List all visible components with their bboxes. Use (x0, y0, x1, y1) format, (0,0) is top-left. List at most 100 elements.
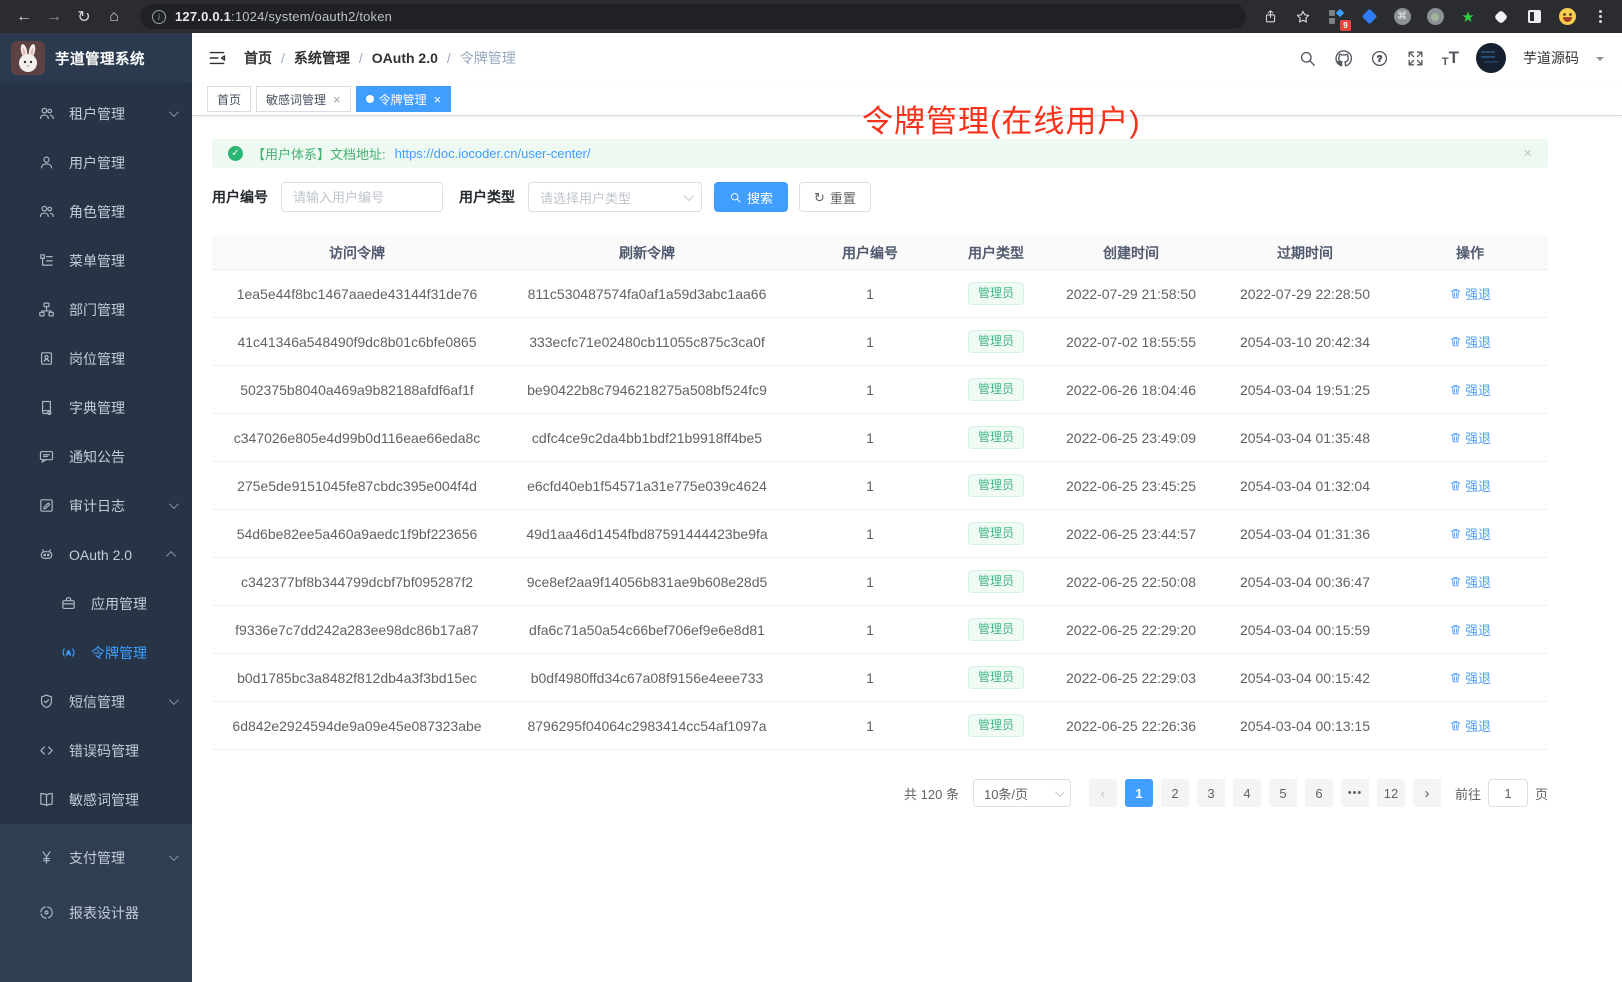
sidebar-item-report-design[interactable]: 报表设计器 (0, 885, 192, 940)
page-button-1[interactable]: 1 (1124, 779, 1153, 807)
force-logout-label: 强退 (1464, 623, 1491, 638)
close-icon[interactable]: × (333, 91, 341, 107)
page-button-2[interactable]: 2 (1160, 779, 1189, 807)
user-type-select[interactable]: 请选择用户类型 (528, 182, 702, 212)
sidebar-item-user[interactable]: 用户管理 (0, 138, 192, 187)
force-logout-link[interactable]: 强退 (1449, 332, 1491, 351)
sidebar-item-tenant[interactable]: 租户管理 (0, 89, 192, 138)
sidebar-item-error-code[interactable]: 错误码管理 (0, 726, 192, 775)
back-icon[interactable]: ← (16, 7, 32, 25)
search-icon[interactable] (1298, 49, 1317, 68)
tab-token[interactable]: 令牌管理 × (355, 86, 452, 112)
extensions-icon[interactable]: 9 (1326, 7, 1351, 31)
cell-access-token: 1ea5e44f8bc1467aaede43144f31de76 (236, 285, 478, 302)
home-icon[interactable]: ⌂ (109, 7, 119, 25)
page-size-select[interactable]: 10条/页 (972, 779, 1071, 807)
sidebar-item-menu[interactable]: 菜单管理 (0, 236, 192, 285)
breadcrumb-item[interactable]: OAuth 2.0 (371, 50, 438, 66)
help-icon[interactable] (1370, 49, 1389, 68)
github-icon[interactable] (1334, 49, 1353, 68)
reload-icon[interactable]: ↻ (77, 8, 91, 26)
search-button[interactable]: 搜索 (714, 182, 789, 212)
address-bar[interactable]: i 127.0.0.1:1024/system/oauth2/token (140, 4, 1246, 29)
trash-icon (1449, 527, 1462, 540)
record-extension-icon[interactable] (1425, 7, 1445, 27)
chevron-down-icon[interactable] (1596, 57, 1604, 65)
trash-icon (1449, 575, 1462, 588)
table-row: 54d6be82ee5a460a9aedc1f9bf223656 49d1aa46… (212, 510, 1548, 558)
sidebar-item-label: 支付管理 (69, 849, 125, 866)
sidebar-item-dept[interactable]: 部门管理 (0, 285, 192, 334)
green-star-extension-icon[interactable]: ★ (1461, 8, 1475, 26)
cell-created-time: 2022-06-25 22:29:03 (1066, 669, 1196, 686)
profile-emoji-icon[interactable] (1557, 7, 1577, 27)
page-button-4[interactable]: 4 (1232, 779, 1261, 807)
alert-doc-link[interactable]: https://doc.iocoder.cn/user-center/ (394, 146, 591, 161)
sidebar-item-sms[interactable]: 短信管理 (0, 677, 192, 726)
sidebar-item-pay[interactable]: 支付管理 (0, 830, 192, 885)
trash-icon (1449, 719, 1462, 732)
sidebar-item-label: 审计日志 (69, 497, 125, 514)
cell-refresh-token: cdfc4ce9c2da4bb1bdf21b9918ff4be5 (531, 429, 763, 446)
sidebar-item-oauth2-token[interactable]: 令牌管理 (0, 628, 192, 677)
command-extension-icon[interactable]: ⌘ (1392, 7, 1412, 27)
tab-sensitive-word[interactable]: 敏感词管理 × (256, 86, 351, 112)
sidebar-item-dict[interactable]: 字典管理 (0, 383, 192, 432)
shield-icon (38, 693, 55, 710)
user-name[interactable]: 芋道源码 (1523, 50, 1579, 66)
breadcrumb-item[interactable]: 首页 (244, 50, 272, 66)
sidebar-item-notice[interactable]: 通知公告 (0, 432, 192, 481)
force-logout-link[interactable]: 强退 (1449, 284, 1491, 303)
close-icon[interactable]: × (433, 91, 442, 107)
avatar[interactable] (1476, 43, 1506, 73)
bookmark-star-icon[interactable] (1293, 7, 1313, 27)
sidebar-item-label: 部门管理 (69, 301, 125, 318)
gem-extension-icon[interactable] (1359, 7, 1379, 27)
force-logout-link[interactable]: 强退 (1449, 524, 1491, 543)
collapse-sidebar-icon[interactable] (207, 48, 227, 68)
alert-close-icon[interactable]: × (1523, 145, 1532, 162)
fullscreen-icon[interactable] (1406, 49, 1425, 68)
site-info-icon[interactable]: i (152, 9, 166, 24)
force-logout-link[interactable]: 强退 (1449, 620, 1491, 639)
cell-operation: 强退 (1392, 380, 1548, 399)
cell-created-time: 2022-06-25 23:49:09 (1066, 429, 1196, 446)
page-button-3[interactable]: 3 (1196, 779, 1225, 807)
sidebar-item-sensitive-word[interactable]: 敏感词管理 (0, 775, 192, 824)
tab-label: 令牌管理 (378, 92, 427, 107)
force-logout-link[interactable]: 强退 (1449, 716, 1491, 735)
page-button-5[interactable]: 5 (1268, 779, 1297, 807)
force-logout-link[interactable]: 强退 (1449, 572, 1491, 591)
breadcrumb-item[interactable]: 系统管理 (293, 50, 350, 66)
reset-button[interactable]: ↻ 重置 (799, 182, 871, 212)
user-id-input[interactable] (281, 182, 443, 212)
side-panel-icon[interactable] (1524, 7, 1544, 27)
app-logo-row[interactable]: 芋道管理系统 (0, 33, 192, 83)
cell-refresh-token: dfa6c71a50a54c66bef706ef9e6e8d81 (529, 621, 765, 638)
doc-alert: ✓ 【用户体系】文档地址: https://doc.iocoder.cn/use… (212, 139, 1548, 168)
sidebar-item-oauth2[interactable]: OAuth 2.0 (0, 530, 192, 579)
next-page-button[interactable]: › (1412, 779, 1441, 807)
sidebar-item-audit-log[interactable]: 审计日志 (0, 481, 192, 530)
goto-page-input[interactable] (1487, 779, 1528, 807)
sidebar-item-role[interactable]: 角色管理 (0, 187, 192, 236)
share-icon[interactable] (1260, 7, 1280, 27)
page-button-12[interactable]: 12 (1376, 779, 1405, 807)
force-logout-link[interactable]: 强退 (1449, 428, 1491, 447)
prev-page-button[interactable]: ‹ (1088, 779, 1117, 807)
tab-home[interactable]: 首页 (207, 86, 252, 112)
sidebar-item-post[interactable]: 岗位管理 (0, 334, 192, 383)
app-title: 芋道管理系统 (55, 51, 145, 68)
page-button-6[interactable]: 6 (1304, 779, 1333, 807)
pagination-total: 共 120 条 (904, 786, 959, 802)
force-logout-link[interactable]: 强退 (1449, 380, 1491, 399)
sidebar-item-oauth2-app[interactable]: 应用管理 (0, 579, 192, 628)
browser-menu-icon[interactable] (1590, 7, 1610, 27)
force-logout-link[interactable]: 强退 (1449, 668, 1491, 687)
force-logout-link[interactable]: 强退 (1449, 476, 1491, 495)
white-shape-extension-icon[interactable] (1491, 7, 1511, 27)
forward-icon[interactable]: → (46, 7, 62, 25)
sidebar-item-label: 用户管理 (69, 154, 125, 171)
